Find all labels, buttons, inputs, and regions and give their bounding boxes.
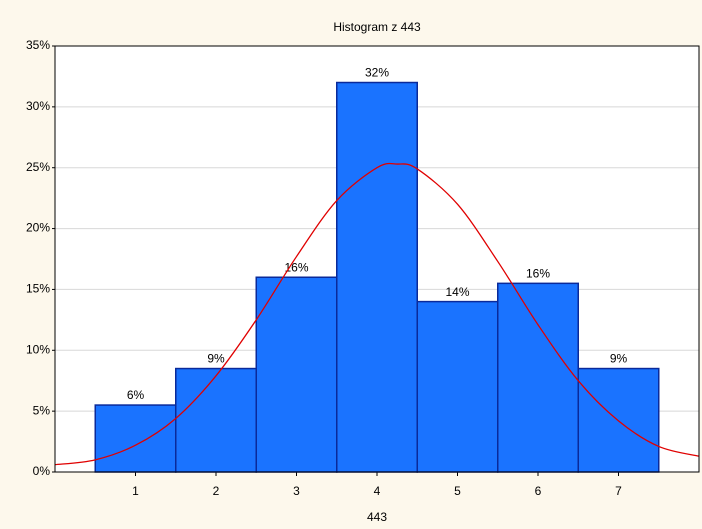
normal-curve — [54, 162, 700, 466]
bar — [336, 81, 418, 473]
data-label: 6% — [127, 388, 145, 402]
data-label: 9% — [207, 352, 225, 366]
x-tick-label: 4 — [374, 484, 381, 498]
x-axis-label: 443 — [367, 510, 387, 524]
y-tick-label: 20% — [26, 221, 50, 235]
data-label: 32% — [365, 66, 389, 80]
bar — [497, 282, 579, 473]
data-label: 9% — [610, 352, 628, 366]
x-tick-label: 1 — [132, 484, 139, 498]
y-tick-label: 25% — [26, 160, 50, 174]
bar — [94, 404, 177, 473]
plot-frame — [54, 45, 700, 473]
data-label: 14% — [445, 285, 469, 299]
bar — [416, 300, 499, 473]
data-label: 16% — [284, 260, 308, 274]
y-tick-label: 30% — [26, 99, 50, 113]
y-tick-label: 35% — [26, 38, 50, 52]
y-tick-label: 15% — [26, 282, 50, 296]
x-tick-label: 2 — [213, 484, 220, 498]
data-label: 16% — [526, 267, 550, 281]
chart-title: Histogram z 443 — [333, 20, 421, 34]
x-tick-label: 7 — [615, 484, 622, 498]
y-tick-label: 5% — [33, 403, 51, 417]
x-tick-label: 5 — [454, 484, 461, 498]
bar — [175, 367, 257, 473]
y-tick-label: 0% — [33, 464, 51, 478]
x-tick-label: 3 — [293, 484, 300, 498]
bar — [255, 276, 338, 473]
y-tick-label: 10% — [26, 342, 50, 356]
x-tick-label: 6 — [535, 484, 542, 498]
